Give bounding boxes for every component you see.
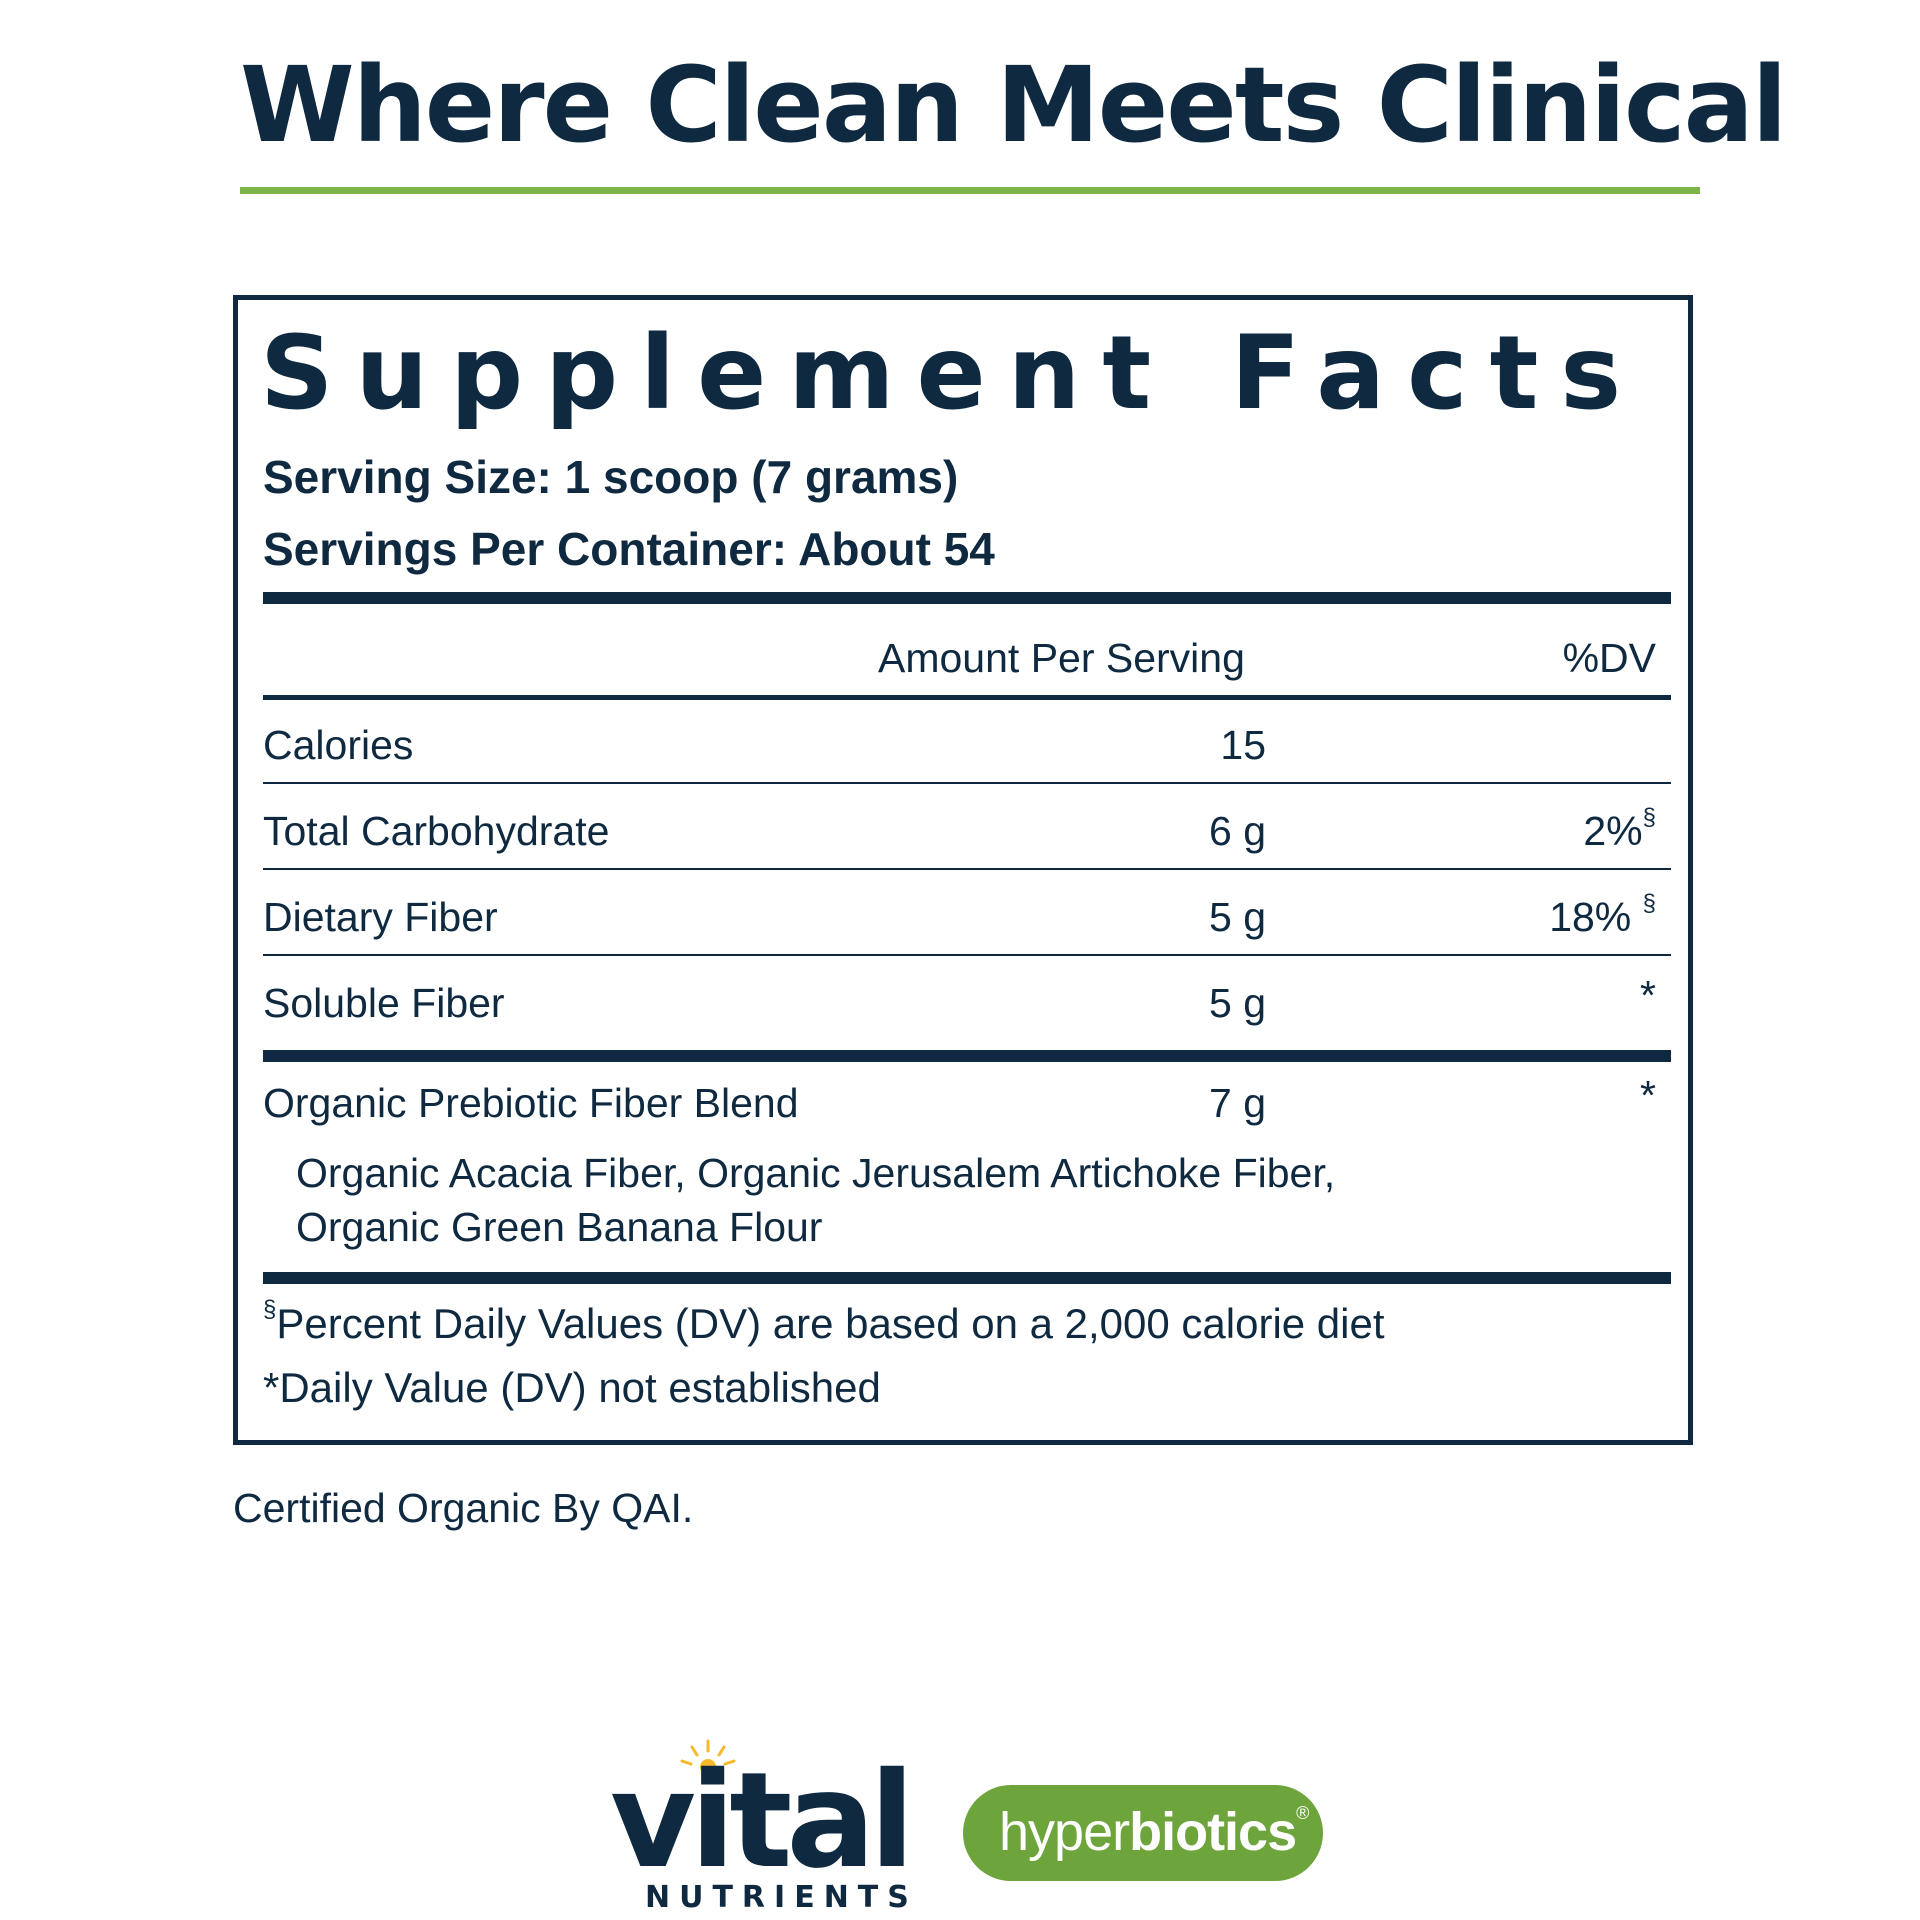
col-header-dv: %DV — [1562, 635, 1656, 681]
headline: Where Clean Meets Clinical — [240, 44, 1787, 166]
row-dv: * — [1640, 972, 1656, 1018]
footnote-text: Percent Daily Values (DV) are based on a… — [276, 1300, 1385, 1347]
row-dv: 18% § — [1456, 890, 1656, 941]
footnote-dv-not-established: *Daily Value (DV) not established — [263, 1364, 881, 1411]
vital-wordmark: vital — [610, 1744, 915, 1898]
section-mark: § — [1642, 804, 1656, 831]
supplement-facts-panel: Supplement Facts Serving Size: 1 scoop (… — [233, 295, 1693, 1445]
row-amount: 6 g — [1209, 808, 1266, 854]
row-name: Dietary Fiber — [263, 894, 498, 940]
blend-dv: * — [1640, 1072, 1656, 1118]
hyperbiotics-logo: hyperbiotics® — [963, 1785, 1323, 1881]
row-dv-value: 18% — [1549, 894, 1643, 940]
hyperbiotics-wordmark: hyperbiotics® — [999, 1801, 1309, 1863]
row-amount: 5 g — [1209, 894, 1266, 940]
divider-thick — [263, 1050, 1671, 1062]
divider-thick — [263, 1272, 1671, 1284]
row-name: Calories — [263, 722, 414, 768]
row-name: Soluble Fiber — [263, 980, 505, 1026]
serving-size: Serving Size: 1 scoop (7 grams) — [263, 451, 959, 503]
section-mark: § — [1642, 890, 1656, 917]
blend-ingredients-line1: Organic Acacia Fiber, Organic Jerusalem … — [296, 1150, 1336, 1196]
divider-thick — [263, 592, 1671, 604]
divider-thin — [263, 782, 1671, 784]
biotics-text: biotics — [1129, 1802, 1297, 1862]
organic-certification: Certified Organic By QAI. — [233, 1485, 694, 1531]
blend-ingredients-line2: Organic Green Banana Flour — [296, 1204, 823, 1250]
row-dv-value: 2% — [1583, 808, 1643, 854]
col-header-amount: Amount Per Serving — [878, 635, 1245, 681]
nutrients-wordmark: NUTRIENTS — [645, 1880, 918, 1915]
row-name: Total Carbohydrate — [263, 808, 610, 854]
row-amount: 5 g — [1209, 980, 1266, 1026]
blend-name: Organic Prebiotic Fiber Blend — [263, 1080, 799, 1126]
vital-nutrients-logo: vital NUTRIENTS — [610, 1739, 920, 1915]
row-dv: 2%§ — [1456, 804, 1656, 855]
section-mark: § — [263, 1296, 277, 1323]
hyper-text: hyper — [999, 1802, 1130, 1862]
blend-amount: 7 g — [1209, 1080, 1266, 1126]
registered-mark: ® — [1296, 1803, 1309, 1823]
footnote-dv-basis: §Percent Daily Values (DV) are based on … — [263, 1296, 1385, 1348]
headline-divider — [240, 187, 1700, 194]
divider-medium — [263, 695, 1671, 700]
facts-title: Supplement Facts — [260, 314, 1644, 433]
row-amount: 15 — [1220, 722, 1266, 768]
servings-per-container: Servings Per Container: About 54 — [263, 523, 995, 575]
divider-thin — [263, 868, 1671, 870]
divider-thin — [263, 954, 1671, 956]
sun-icon — [680, 1739, 736, 1775]
